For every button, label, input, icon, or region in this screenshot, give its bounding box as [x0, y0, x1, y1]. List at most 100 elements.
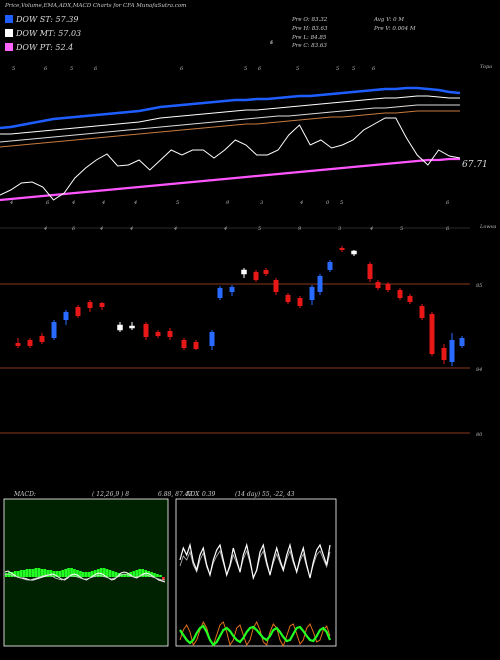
candle-body	[459, 338, 465, 346]
candle-body	[385, 284, 391, 290]
macd-histogram-bar	[85, 572, 88, 577]
macd-histogram-bar	[120, 574, 124, 577]
candle-date-mark: 4	[43, 226, 47, 232]
mid-label: 6	[270, 40, 274, 46]
macd-histogram-bar	[159, 575, 162, 577]
macd-histogram-bar	[5, 573, 8, 577]
legend-dow-mt: DOW MT: 57.03	[5, 29, 81, 38]
macd-histogram-bar	[58, 571, 61, 577]
macd-histogram-bar	[132, 571, 136, 577]
macd-histogram-bar	[37, 568, 41, 577]
macd-histogram-bar	[70, 568, 73, 577]
candle-body	[429, 314, 435, 354]
date-mark-top: 6	[180, 66, 184, 72]
date-mark-top: 5	[352, 66, 355, 72]
macd-histogram-bar	[28, 569, 32, 577]
macd-histogram-bar	[105, 569, 109, 577]
macd-histogram-bar	[82, 572, 85, 577]
candle-body	[209, 332, 215, 346]
candle-date-mark: 4	[129, 226, 133, 232]
macd-histogram-bar	[138, 569, 141, 577]
macd-histogram-bar	[22, 570, 26, 577]
candle-body	[143, 324, 149, 337]
macd-histogram-bar	[25, 569, 29, 577]
date-mark-top: 6	[258, 66, 262, 72]
candle-body	[273, 280, 279, 292]
macd-histogram-bar	[123, 574, 127, 577]
macd-histogram-bar	[99, 568, 103, 577]
ema-pink-line	[0, 157, 460, 202]
legend-swatch-icon	[5, 15, 13, 23]
macd-histogram-bar	[64, 569, 67, 577]
candle-body	[15, 343, 21, 346]
legend-swatch-icon	[5, 43, 13, 51]
candle-date-mark: 5	[400, 226, 403, 232]
candle-date-mark: 3	[338, 226, 341, 232]
candle-date-mark: 6	[72, 226, 76, 232]
macd-histogram-bar	[102, 568, 106, 577]
date-mark-top: 5	[244, 66, 247, 72]
adx-params: (14 day) 55, -22, 43	[235, 491, 295, 498]
macd-histogram-bar	[49, 570, 53, 577]
macd-histogram-bar	[93, 570, 97, 577]
candle-body	[407, 296, 413, 302]
legend-dow-pt: DOW PT: 52.4	[5, 43, 73, 52]
candle-date-mark: 6	[446, 226, 450, 232]
macd-histogram-bar	[88, 572, 91, 577]
candle-date-mark: 4	[99, 226, 103, 232]
date-mark-bottom: 5	[176, 200, 179, 206]
macd-histogram-bar	[108, 570, 112, 577]
candle-body	[441, 348, 447, 360]
date-mark-bottom: 4	[133, 200, 137, 206]
macd-histogram-bar	[52, 571, 56, 577]
ema-blue-line	[0, 86, 461, 130]
adx-line	[179, 542, 331, 581]
macd-histogram-bar	[19, 570, 23, 577]
adx-plus-di-line	[179, 624, 332, 647]
adx-label: ADX	[186, 491, 200, 498]
date-mark-top: 5	[12, 66, 15, 72]
date-mark-bottom: 3	[260, 200, 263, 206]
candle-body	[39, 336, 45, 342]
mid-label: 0	[326, 200, 330, 206]
macd-histogram-bar	[55, 571, 59, 577]
ema-value-label: 67.71	[462, 160, 488, 170]
adx-values: 0.39	[202, 491, 216, 498]
date-mark-bottom: 4	[299, 200, 303, 206]
chart-title: Price,Volume,EMA,ADX,MACD Charts for CFA…	[5, 3, 187, 9]
top-panel-label: Topa	[480, 64, 493, 70]
macd-histogram-bar	[13, 571, 17, 577]
date-mark-bottom: 4	[9, 200, 13, 206]
macd-histogram-bar	[46, 570, 50, 577]
date-mark-bottom: 5	[340, 200, 343, 206]
legend-dow-st: DOW ST: 57.39	[5, 15, 78, 24]
macd-histogram-bar	[43, 569, 47, 577]
date-mark-top: 1	[270, 40, 273, 46]
candle-body	[51, 322, 57, 338]
candle-date-mark: 4	[173, 226, 177, 232]
macd-label: MACD:	[14, 491, 36, 498]
macd-histogram-bar	[111, 571, 115, 577]
candle-body	[309, 287, 315, 300]
date-mark-top: 5	[336, 66, 339, 72]
stat-low: Pre L: 84.85	[292, 35, 327, 41]
candle-body	[167, 331, 173, 337]
macd-histogram-bar	[135, 570, 139, 577]
macd-histogram-bar	[61, 570, 64, 577]
date-mark-bottom: 6	[446, 200, 450, 206]
level-label: 84	[476, 367, 482, 373]
macd-histogram-bar	[34, 568, 38, 577]
price-line	[0, 117, 461, 201]
candle-body	[351, 250, 357, 255]
candle-body	[375, 282, 381, 288]
stat-prev-volume: Pre V: 0.004 M	[374, 26, 416, 32]
date-mark-bottom: 6	[46, 200, 50, 206]
candle-body	[241, 269, 247, 275]
candle-body	[193, 342, 199, 349]
candle-body	[317, 276, 323, 292]
ema-white-line-2	[0, 104, 460, 143]
date-mark-top: 6	[372, 66, 376, 72]
candle-body	[63, 312, 69, 320]
candle-body	[27, 340, 33, 346]
